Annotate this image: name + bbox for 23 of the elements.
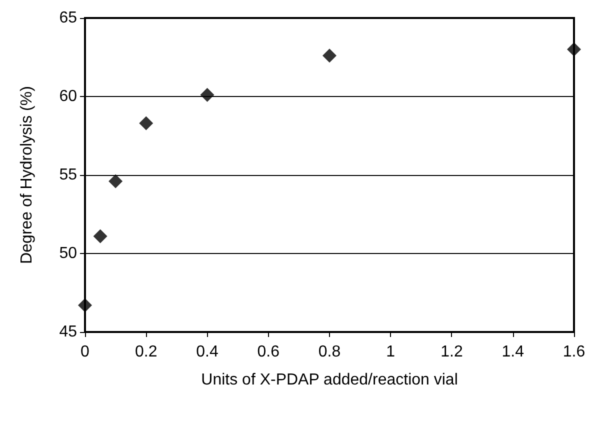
x-tick-label: 1.6 — [562, 344, 586, 360]
y-tick-label: 45 — [59, 324, 78, 340]
point — [200, 88, 214, 102]
x-axis-title: Units of X-PDAP added/reaction vial — [201, 372, 458, 388]
y-tick-label: 60 — [59, 88, 78, 105]
x-tick-label: 0.4 — [196, 344, 218, 360]
x-tick-label: 0 — [80, 344, 90, 360]
x-tick-label: 0.2 — [135, 344, 158, 360]
point — [93, 229, 108, 244]
x-tick-label: 1.2 — [440, 344, 463, 360]
x-tick-label: 1.4 — [502, 344, 524, 360]
point — [78, 298, 92, 312]
point — [108, 174, 123, 188]
y-tick-label: 55 — [59, 166, 78, 184]
x-tick-label: 0.8 — [318, 344, 341, 360]
point — [567, 42, 581, 56]
point — [322, 48, 336, 63]
x-tick-label: 1 — [386, 344, 396, 360]
x-tick-label: 0.6 — [257, 344, 280, 360]
y-axis-title: Degree of Hydrolysis (%) — [18, 86, 36, 264]
y-tick-label: 65 — [59, 10, 78, 26]
point — [139, 116, 154, 130]
y-tick-label: 50 — [59, 245, 78, 262]
